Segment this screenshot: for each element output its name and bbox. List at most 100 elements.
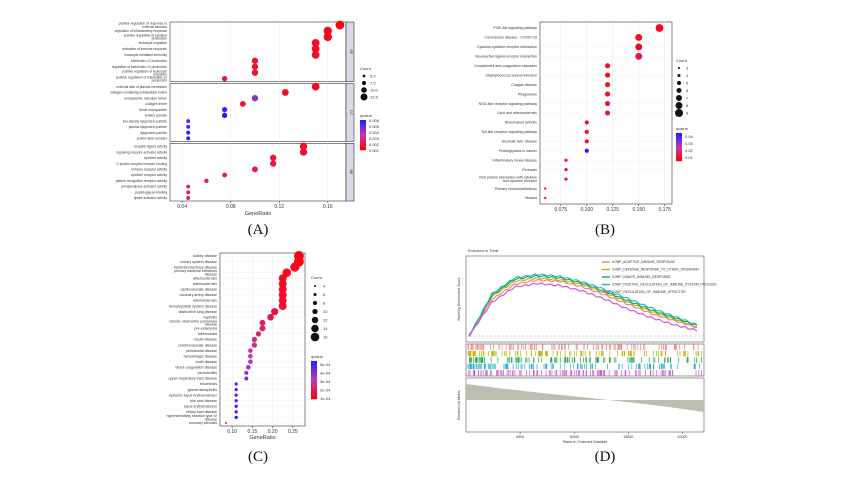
- term-label: peptidoglycan binding: [135, 190, 167, 194]
- count-legend-dot: [312, 300, 318, 306]
- data-point: [251, 336, 258, 343]
- term-label: Staphylococcus aureus infection: [485, 73, 537, 77]
- count-legend-dot: [678, 67, 680, 69]
- x-tick-label: 0.04: [177, 204, 187, 210]
- x-tick-label: 0.12: [274, 204, 284, 210]
- qvalue-legend-swatch: [311, 367, 317, 369]
- qvalue-legend-swatch: [311, 393, 317, 395]
- qvalue-legend-swatch: [311, 382, 317, 384]
- qvalue-legend-swatch: [360, 122, 366, 124]
- term-label: Coronavirus disease - COVID-19: [484, 36, 537, 40]
- qvalue-legend-swatch: [360, 141, 366, 143]
- caption-c: (C): [248, 449, 268, 465]
- qvalue-legend-swatch: [311, 364, 317, 366]
- qvalue-legend-swatch: [360, 144, 366, 146]
- term-label: lipase activator activity: [134, 196, 167, 200]
- data-point: [655, 24, 664, 32]
- term-label: production: [152, 37, 168, 41]
- qvalue-legend-swatch: [311, 365, 317, 367]
- count-legend-dot: [360, 93, 368, 101]
- data-point: [248, 348, 253, 353]
- qvalue-legend-swatch: [676, 148, 682, 150]
- data-point: [267, 313, 274, 321]
- x-tick-label: 0.08: [226, 204, 236, 210]
- term-label: collagen-containing extracellular matrix: [110, 91, 167, 95]
- qvalue-legend-swatch: [311, 392, 317, 394]
- qvalue-legend-label: 0.02: [685, 148, 694, 153]
- term-label: NOD-like receptor signaling pathway: [479, 102, 538, 106]
- qvalue-legend-swatch: [311, 368, 317, 370]
- data-point: [605, 101, 611, 107]
- data-point: [605, 91, 611, 97]
- term-label: cerebrovascular disease: [178, 343, 217, 347]
- qvalue-legend-swatch: [360, 138, 366, 140]
- facet-label: BP: [349, 49, 353, 54]
- data-point: [251, 57, 259, 64]
- data-point: [584, 139, 589, 144]
- qvalue-legend-label: 5e-04: [320, 362, 331, 367]
- term-label: cytokine activity: [144, 156, 167, 160]
- data-point: [564, 177, 568, 181]
- qvalue-legend-swatch: [360, 147, 366, 149]
- es-curve: [468, 282, 698, 337]
- term-label: leukocyte mediated immunity: [124, 53, 167, 57]
- metric-area: [466, 384, 704, 412]
- x-tick-label: 10000: [569, 435, 579, 439]
- count-legend-label: 9: [686, 110, 689, 115]
- count-legend-dot: [361, 87, 367, 93]
- term-label: obstructive lung disease: [178, 310, 217, 314]
- qvalue-legend-label: 0.03: [685, 141, 694, 146]
- term-label: bacterial infectious disease: [174, 265, 217, 269]
- count-legend-dot: [311, 316, 319, 324]
- data-point: [281, 88, 289, 96]
- qvalue-legend-swatch: [676, 142, 682, 144]
- x-tick-label: 0.100: [581, 207, 594, 213]
- qvalue-legend-swatch: [676, 150, 682, 152]
- data-point: [278, 274, 287, 283]
- data-point: [252, 166, 258, 173]
- term-label: lupus erythematosus: [184, 405, 217, 409]
- qvalue-legend-swatch: [311, 398, 317, 400]
- qvalue-legend-swatch: [360, 135, 366, 137]
- term-label: signaling receptor activator activity: [117, 150, 168, 154]
- qvalue-legend-swatch: [676, 133, 682, 135]
- gsea-legend-label: GOBP_POSITIVE_REGULATION_OF_IMMUNE_SYSTE…: [612, 283, 717, 287]
- qvalue-legend-swatch: [311, 384, 317, 386]
- x-tick-label: 0.20: [268, 429, 278, 435]
- data-point: [299, 142, 308, 150]
- qvalue-legend-swatch: [676, 134, 682, 136]
- qvalue-legend-title: qvalue: [311, 354, 324, 359]
- count-legend-label: 5.0: [370, 73, 376, 78]
- term-label: Malaria: [525, 196, 537, 200]
- qvalue-legend-swatch: [360, 131, 366, 133]
- count-legend-dot: [677, 81, 681, 85]
- count-legend-title: Count: [360, 66, 372, 71]
- qvalue-legend-swatch: [311, 389, 317, 391]
- facet-strip: [345, 21, 355, 82]
- data-point: [605, 63, 611, 69]
- data-point: [234, 387, 238, 392]
- count-legend-dot: [312, 308, 318, 315]
- gsea-legend-label: GOBP_REGULATION_OF_IMMUNE_EFFECTOR: [612, 290, 686, 294]
- data-point: [584, 129, 589, 134]
- data-point: [186, 124, 191, 129]
- term-label: plasma lipoprotein particle: [129, 125, 167, 129]
- qvalue-legend-swatch: [360, 136, 366, 138]
- qvalue-legend-swatch: [311, 371, 317, 373]
- data-point: [635, 43, 643, 51]
- term-label: Complement and coagulation cascades: [474, 64, 537, 68]
- count-legend-label: 8: [323, 300, 326, 305]
- term-label: cytokine receptor activity: [131, 173, 167, 177]
- qvalue-legend-swatch: [676, 135, 682, 137]
- data-point: [186, 184, 191, 189]
- data-point: [251, 94, 259, 102]
- term-label: immune receptor activity: [131, 167, 167, 171]
- data-point: [335, 20, 345, 30]
- data-point: [248, 359, 253, 365]
- data-point: [311, 50, 320, 59]
- qvalue-legend-swatch: [311, 381, 317, 383]
- x-axis-title: GeneRatio: [249, 435, 275, 441]
- qvalue-legend-label: 0.004: [369, 130, 380, 135]
- y-axis-title-top: Running Enrichment Score: [457, 278, 461, 321]
- term-label: Lipid and atherosclerosis: [497, 111, 537, 115]
